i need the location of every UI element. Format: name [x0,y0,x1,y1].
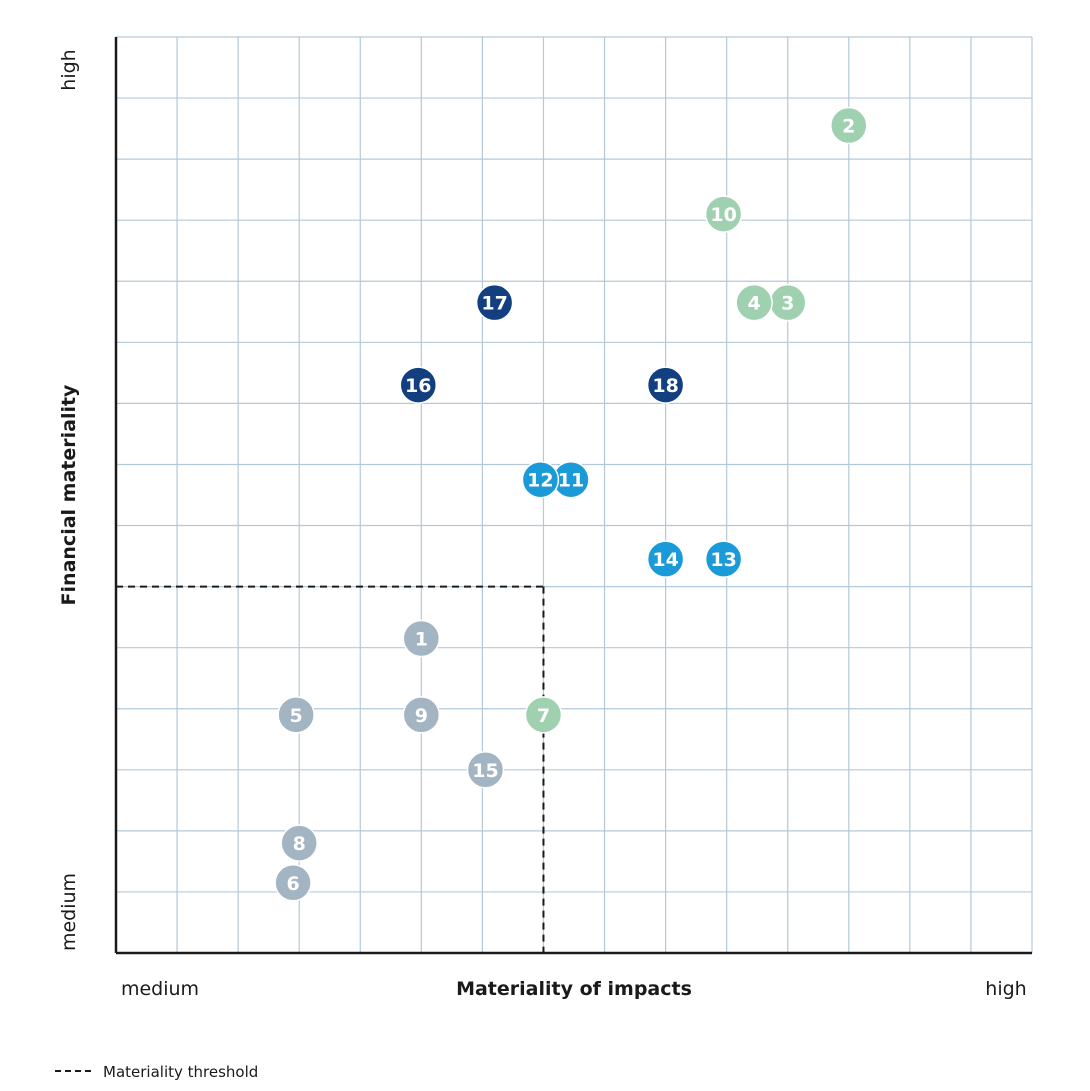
data-point-marker [524,696,563,734]
data-point-13: 13 [704,540,743,578]
data-point-marker [704,195,743,233]
data-point-label: 12 [527,470,553,492]
data-point-17: 17 [475,283,514,322]
data-point-9: 9 [402,696,441,734]
data-point-marker [466,751,505,789]
data-point-label: 15 [472,760,498,782]
materiality-threshold [116,585,545,953]
data-point-4: 4 [735,283,773,322]
data-point-12: 12 [521,460,560,499]
data-point-marker [646,366,685,404]
data-point-7: 7 [524,696,563,734]
data-point-label: 13 [710,549,736,571]
grid [116,36,1033,953]
data-point-marker [402,696,441,734]
data-point-label: 16 [405,375,431,397]
data-point-label: 14 [652,549,678,571]
x-axis-high-label: high [985,978,1026,1000]
data-point-label: 8 [293,833,306,855]
data-point-label: 17 [481,293,507,315]
data-point-16: 16 [399,366,438,404]
data-point-marker [402,619,441,658]
data-point-marker [646,540,685,578]
y-axis-title: Financial materiality [58,384,80,605]
data-point-2: 2 [830,106,868,145]
data-point-marker [735,283,773,322]
x-axis-title: Materiality of impacts [456,978,692,1000]
data-point-label: 3 [781,293,794,315]
y-axis-high-label: high [58,49,80,90]
data-point-14: 14 [646,540,685,578]
data-point-label: 18 [652,375,678,397]
data-point-marker [830,106,868,145]
data-point-marker [280,824,318,862]
data-point-marker [274,864,312,902]
data-point-3: 3 [768,283,807,322]
data-point-marker [704,540,743,578]
data-point-6: 6 [274,864,312,902]
data-point-5: 5 [277,696,315,734]
data-point-label: 4 [748,293,761,315]
legend-threshold-label: Materiality threshold [103,1063,258,1081]
data-point-10: 10 [704,195,743,233]
data-point-label: 11 [558,470,584,492]
data-point-label: 5 [290,705,303,727]
data-point-label: 2 [842,116,855,138]
data-point-marker [521,460,560,499]
data-point-1: 1 [402,619,441,658]
data-point-18: 18 [646,366,685,404]
legend: Materiality threshold [55,1063,258,1081]
data-point-label: 7 [537,705,550,727]
data-point-label: 1 [415,629,428,651]
data-point-8: 8 [280,824,318,862]
data-point-marker [475,283,514,322]
y-axis-low-label: medium [58,873,80,951]
data-point-marker [399,366,438,404]
data-point-label: 6 [286,873,299,895]
axes [114,37,1032,955]
data-point-15: 15 [466,751,505,789]
data-point-label: 10 [710,204,736,226]
data-point-marker [277,696,315,734]
data-point-label: 9 [415,705,428,727]
x-axis-low-label: medium [121,978,199,1000]
